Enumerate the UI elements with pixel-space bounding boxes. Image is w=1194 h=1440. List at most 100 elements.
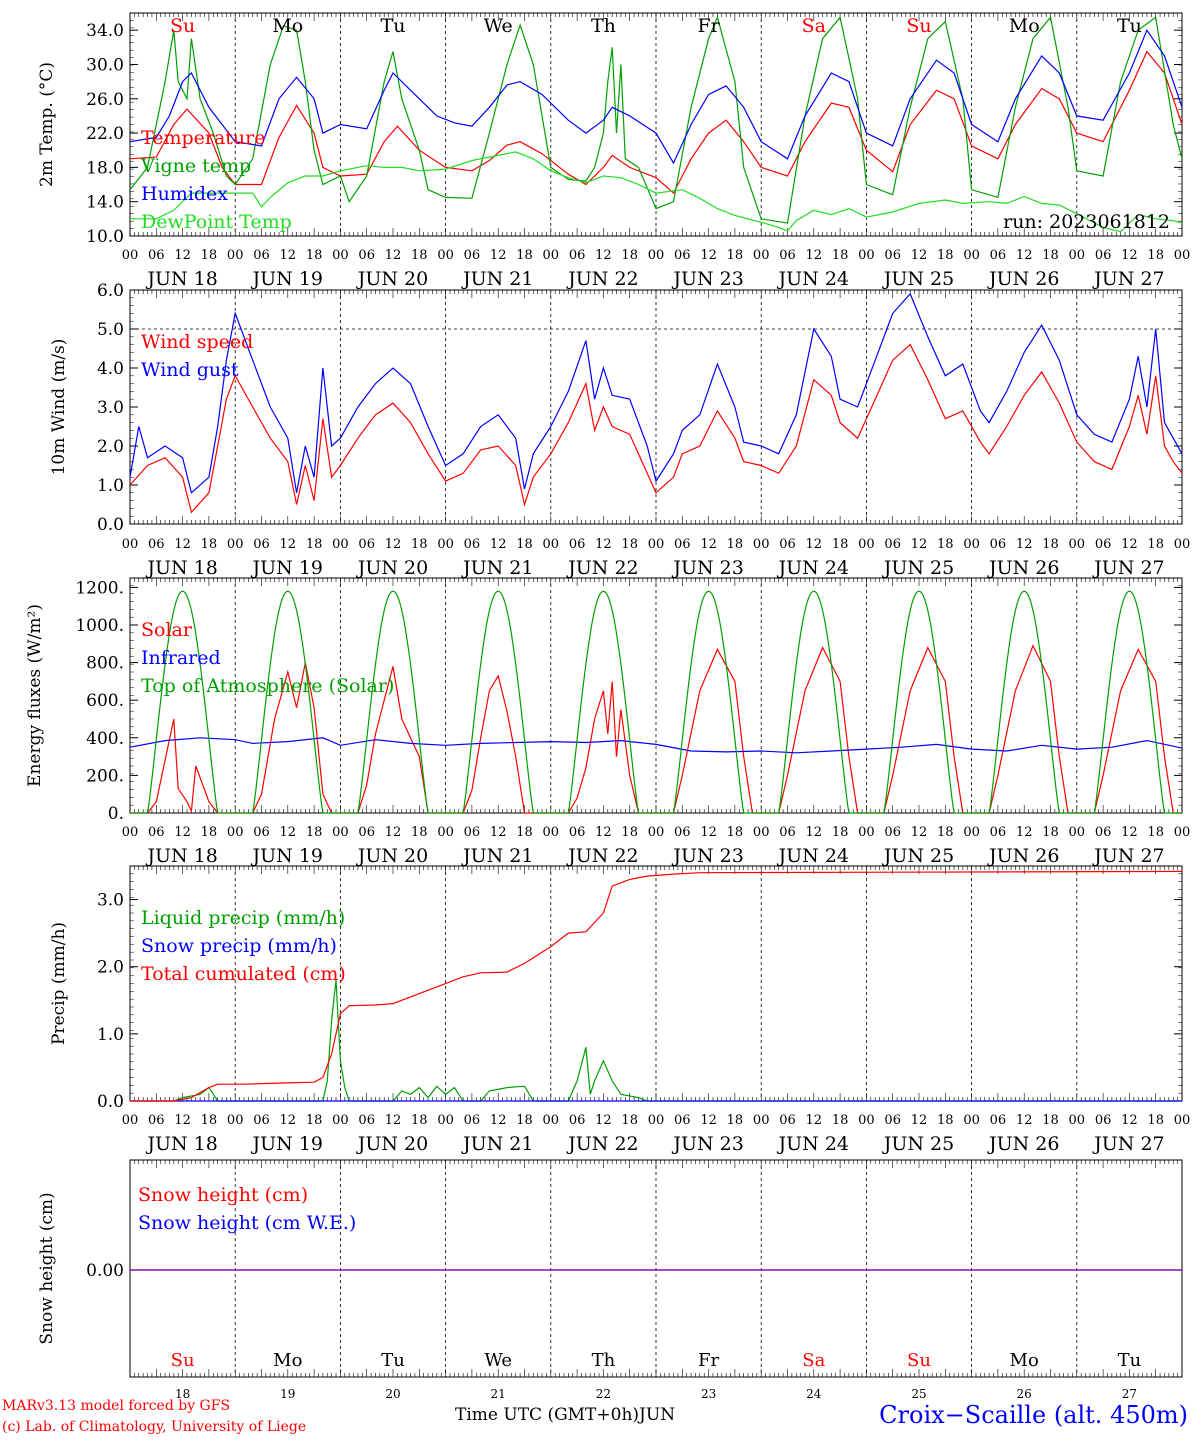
day-number: 21 (491, 1387, 506, 1401)
hour-tick-label: 12 (911, 1113, 928, 1128)
date-label: JUN 26 (987, 1133, 1059, 1155)
y-tick-label: 2.0 (97, 437, 124, 457)
day-number: 25 (911, 1387, 926, 1401)
hour-tick-label: 00 (122, 537, 139, 552)
legend-entry: Snow height (cm) (138, 1184, 308, 1206)
y-tick-label: 30.0 (86, 55, 124, 75)
weekday-label: Tu (1118, 1350, 1142, 1371)
weekday-label: Mo (1009, 15, 1040, 37)
y-tick-label: 5.0 (97, 320, 124, 340)
hour-tick-label: 18 (411, 1113, 428, 1128)
hour-tick-label: 12 (280, 825, 297, 840)
series-line (130, 644, 1182, 814)
weekday-label: Tu (1117, 15, 1142, 37)
hour-tick-label: 06 (253, 825, 270, 840)
hour-tick-label: 06 (779, 537, 796, 552)
date-label: JUN 21 (461, 845, 533, 867)
y-tick-label: 0.0 (97, 515, 124, 535)
date-label: JUN 19 (251, 1133, 323, 1155)
hour-tick-label: 00 (963, 825, 980, 840)
hour-tick-label: 18 (516, 825, 533, 840)
hour-tick-label: 00 (753, 825, 770, 840)
y-tick-label: 4.0 (97, 359, 124, 379)
legend-entry: Humidex (141, 183, 228, 205)
date-label: JUN 23 (671, 1133, 743, 1155)
day-number: 24 (806, 1387, 822, 1401)
hour-tick-label: 00 (1069, 537, 1086, 552)
weekday-label: Su (170, 15, 195, 37)
hour-tick-label: 06 (569, 825, 586, 840)
date-label: JUN 27 (1092, 845, 1164, 867)
hour-tick-label: 00 (858, 537, 875, 552)
hour-tick-label: 12 (911, 248, 928, 263)
panel-2: 0.0 1.0 2.0 3.0 4.0 5.0 6.0 10m Wind (m/s) Wind … (49, 281, 1190, 579)
legend-entry: Snow precip (mm/h) (141, 935, 337, 957)
hour-tick-label: 12 (174, 1113, 191, 1128)
date-label: JUN 26 (987, 268, 1059, 290)
legend-entry: Snow height (cm W.E.) (138, 1212, 356, 1234)
weekday-label: Su (906, 15, 931, 37)
hour-tick-label: 00 (1069, 248, 1086, 263)
hour-tick-label: 12 (700, 537, 717, 552)
series-line (129, 343, 1183, 514)
hour-tick-label: 18 (306, 537, 323, 552)
date-label: JUN 25 (882, 845, 954, 867)
hour-tick-label: 00 (1069, 1113, 1086, 1128)
weekday-label: Sa (802, 15, 826, 37)
hour-tick-label: 18 (201, 825, 218, 840)
hour-tick-label: 00 (753, 248, 770, 263)
hour-tick-label: 18 (727, 537, 744, 552)
hour-tick-label: 18 (1042, 825, 1059, 840)
hour-tick-label: 12 (1016, 248, 1033, 263)
hour-tick-label: 12 (806, 825, 823, 840)
hour-tick-label: 06 (464, 825, 481, 840)
panel-5: 0.00 Snow height (cm) Snow height (cm) Snow… (37, 1159, 1183, 1401)
hour-tick-label: 18 (937, 825, 954, 840)
weekday-label: Fr (697, 15, 720, 37)
series-line (129, 15, 1183, 224)
series-line (130, 870, 1183, 1102)
hour-tick-label: 00 (543, 1113, 560, 1128)
legend-entry: Total cumulated (cm) (141, 963, 346, 985)
hour-tick-label: 00 (543, 537, 560, 552)
station-name: Croix−Scaille (alt. 450m) (879, 1401, 1188, 1429)
legend-entry: Wind gust (141, 359, 239, 381)
y-axis-label: Energy fluxes (W/m²) (25, 604, 45, 787)
legend-entry: Vigne temp (140, 155, 251, 177)
hour-tick-label: 12 (595, 1113, 612, 1128)
hour-tick-label: 18 (621, 1113, 638, 1128)
hour-tick-label: 06 (148, 1113, 165, 1128)
weekday-label: Mo (273, 1350, 302, 1371)
hour-tick-label: 00 (227, 825, 244, 840)
date-label: JUN 20 (356, 845, 428, 867)
date-label: JUN 27 (1092, 1133, 1164, 1155)
date-label: JUN 24 (777, 845, 849, 867)
weekday-label: Fr (698, 1350, 719, 1371)
hour-tick-label: 06 (253, 537, 270, 552)
hour-tick-label: 06 (990, 248, 1007, 263)
hour-tick-label: 06 (358, 537, 375, 552)
weekday-label: We (484, 1350, 512, 1371)
hour-tick-label: 06 (674, 248, 691, 263)
time-axis-label: Time UTC (GMT+0h)JUN (455, 1405, 675, 1425)
hour-tick-label: 06 (884, 248, 901, 263)
weekday-label: Th (592, 1350, 616, 1371)
date-label: JUN 18 (145, 845, 217, 867)
hour-tick-label: 12 (174, 248, 191, 263)
y-tick-label: 600. (86, 691, 124, 711)
hour-tick-label: 12 (490, 248, 507, 263)
hour-tick-label: 18 (1042, 537, 1059, 552)
legend-entry: DewPoint Temp (141, 211, 292, 233)
hour-tick-label: 18 (201, 537, 218, 552)
hour-tick-label: 18 (1042, 1113, 1059, 1128)
hour-tick-label: 18 (727, 248, 744, 263)
date-label: JUN 27 (1092, 268, 1164, 290)
hour-tick-label: 12 (385, 248, 402, 263)
y-tick-label: 34.0 (86, 21, 124, 41)
hour-tick-label: 00 (437, 825, 454, 840)
date-label: JUN 23 (671, 268, 743, 290)
date-label: JUN 19 (251, 557, 323, 579)
hour-tick-label: 12 (490, 825, 507, 840)
hour-tick-label: 06 (884, 1113, 901, 1128)
